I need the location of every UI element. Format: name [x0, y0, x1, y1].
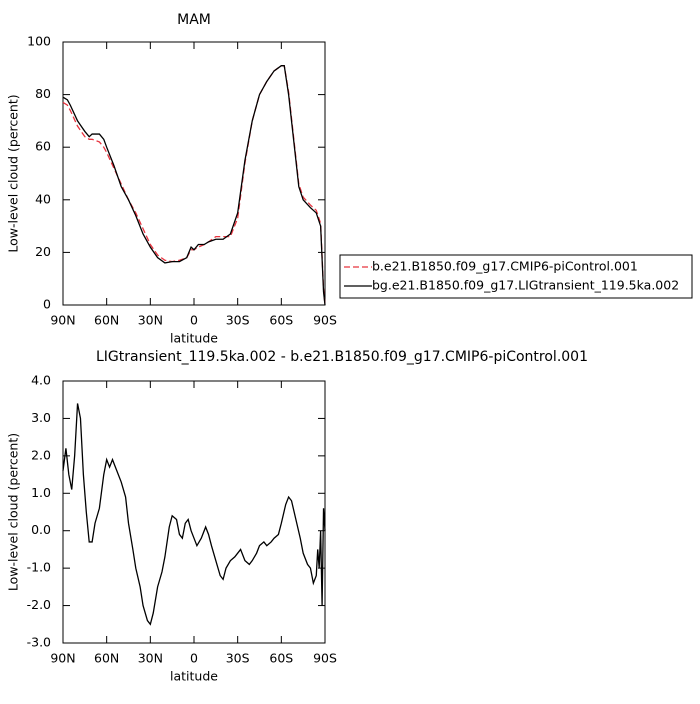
y-axis-label: Low-level cloud (percent) [6, 94, 21, 252]
x-tick-label: 0 [190, 313, 198, 328]
x-tick-label: 30S [226, 651, 250, 666]
y-tick-label: 80 [35, 86, 51, 101]
x-axis-label: latitude [170, 669, 218, 684]
x-tick-label: 90N [50, 313, 75, 328]
y-tick-label: 1.0 [31, 485, 51, 500]
y-tick-label: 20 [35, 244, 51, 259]
chart-title: MAM [177, 12, 211, 28]
x-tick-label: 90N [50, 651, 75, 666]
legend-label: bg.e21.B1850.f09_g17.LIGtransient_119.5k… [372, 278, 679, 293]
y-tick-label: 40 [35, 191, 51, 206]
legend-box [339, 254, 693, 299]
y-tick-label: 4.0 [31, 373, 51, 388]
y-tick-label: 0.0 [31, 522, 51, 537]
data-line [62, 403, 326, 626]
x-tick-label: 60N [94, 313, 119, 328]
y-tick-label: 2.0 [31, 447, 51, 462]
x-tick-label: 90S [313, 313, 337, 328]
data-line [62, 65, 326, 306]
y-tick-label: 100 [27, 34, 51, 49]
x-tick-label: 30N [138, 313, 163, 328]
x-tick-label: 30N [138, 651, 163, 666]
x-tick-label: 60S [269, 313, 293, 328]
y-tick-label: 0 [43, 297, 51, 312]
x-tick-label: 60S [269, 651, 293, 666]
y-tick-label: 60 [35, 139, 51, 154]
y-tick-label: -2.0 [27, 597, 51, 612]
y-tick-label: -1.0 [27, 560, 51, 575]
plot-frame [62, 41, 326, 306]
x-tick-label: 90S [313, 651, 337, 666]
y-axis-label: Low-level cloud (percent) [6, 433, 21, 591]
data-line [62, 65, 326, 306]
x-axis-label: latitude [170, 331, 218, 346]
plot-frame [62, 380, 326, 644]
x-tick-label: 0 [190, 651, 198, 666]
x-tick-label: 30S [226, 313, 250, 328]
chart-title: LIGtransient_119.5ka.002 - b.e21.B1850.f… [96, 349, 588, 365]
y-tick-label: 3.0 [31, 410, 51, 425]
x-tick-label: 60N [94, 651, 119, 666]
y-tick-label: -3.0 [27, 635, 51, 650]
legend-label: b.e21.B1850.f09_g17.CMIP6-piControl.001 [372, 259, 638, 274]
